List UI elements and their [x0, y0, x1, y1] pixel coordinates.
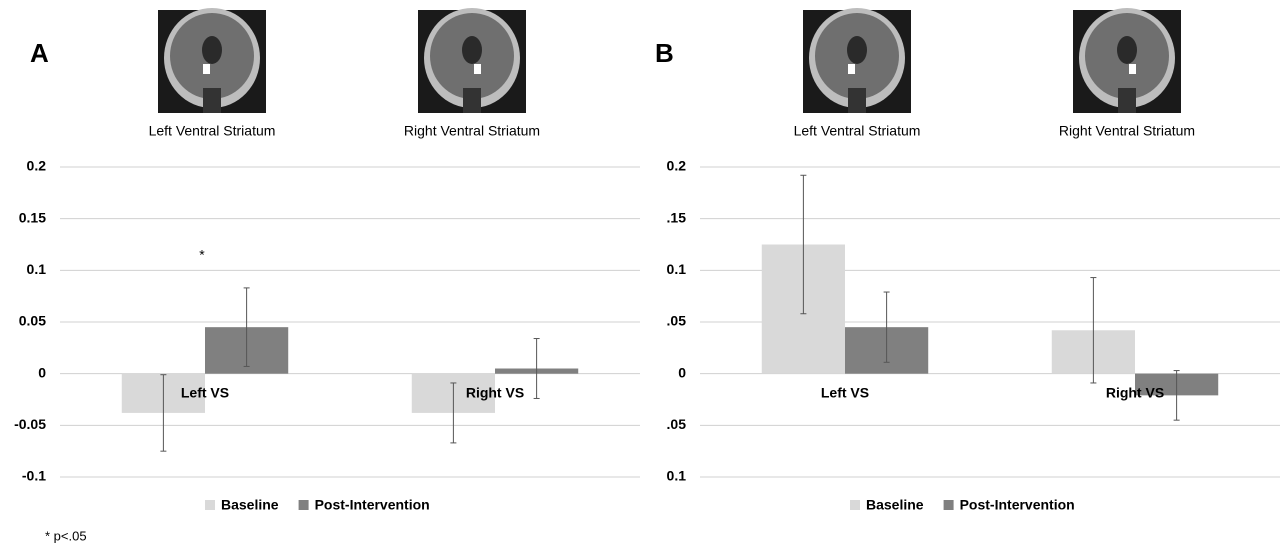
- significance-marker: *: [199, 247, 205, 263]
- ventricle: [1117, 36, 1137, 64]
- y-tick-label: -0.1: [22, 468, 46, 484]
- mri-image: [1073, 8, 1181, 113]
- y-tick-label: 0.1: [27, 261, 47, 277]
- mri-image: [803, 8, 911, 113]
- legend-label: Post-Intervention: [315, 497, 430, 513]
- legend-label: Baseline: [221, 497, 279, 513]
- brainstem: [463, 88, 481, 113]
- y-tick-label: 0.1: [667, 468, 687, 484]
- roi: [1129, 64, 1136, 74]
- y-tick-label: .05: [667, 313, 687, 329]
- y-tick-label: .05: [667, 416, 687, 432]
- legend-label: Post-Intervention: [960, 497, 1075, 513]
- y-tick-label: 0: [678, 364, 686, 380]
- x-tick-label: Left VS: [821, 384, 869, 400]
- legend-swatch: [205, 500, 215, 510]
- y-tick-label: 0.1: [667, 261, 687, 277]
- legend-swatch: [298, 500, 309, 510]
- y-tick-label: 0.05: [19, 313, 46, 329]
- x-tick-label: Right VS: [466, 384, 524, 400]
- ventricle: [847, 36, 867, 64]
- y-tick-label: -0.05: [14, 416, 46, 432]
- y-tick-label: 0: [38, 364, 46, 380]
- image-caption: Right Ventral Striatum: [404, 123, 540, 139]
- footnote: * p<.05: [45, 528, 87, 543]
- roi: [474, 64, 481, 74]
- legend-label: Baseline: [866, 497, 924, 513]
- roi: [848, 64, 855, 74]
- image-caption: Left Ventral Striatum: [149, 123, 276, 139]
- brainstem: [848, 88, 866, 113]
- mri-image: [418, 8, 526, 113]
- y-tick-label: 0.15: [19, 209, 46, 225]
- y-tick-label: 0.2: [27, 158, 47, 174]
- image-caption: Left Ventral Striatum: [794, 123, 921, 139]
- legend-swatch: [943, 500, 954, 510]
- legend-swatch: [850, 500, 860, 510]
- panel-label: A: [30, 38, 49, 68]
- x-tick-label: Left VS: [181, 384, 229, 400]
- x-tick-label: Right VS: [1106, 384, 1164, 400]
- ventricle: [462, 36, 482, 64]
- image-caption: Right Ventral Striatum: [1059, 123, 1195, 139]
- mri-image: [158, 8, 266, 113]
- roi: [203, 64, 210, 74]
- ventricle: [202, 36, 222, 64]
- brainstem: [1118, 88, 1136, 113]
- y-tick-label: 0.2: [667, 158, 687, 174]
- panel-label: B: [655, 38, 674, 68]
- y-tick-label: .15: [667, 209, 687, 225]
- brainstem: [203, 88, 221, 113]
